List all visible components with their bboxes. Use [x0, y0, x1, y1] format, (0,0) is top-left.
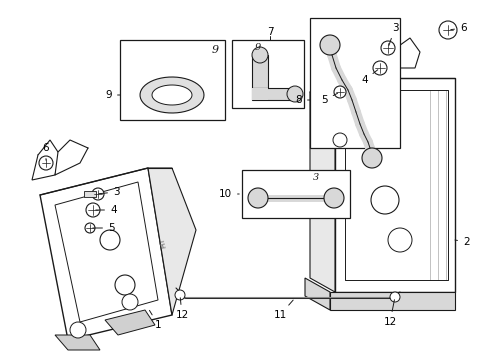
Text: 3: 3	[313, 174, 319, 183]
Circle shape	[70, 322, 86, 338]
Text: 3: 3	[389, 23, 398, 45]
Text: 12: 12	[383, 300, 396, 327]
Bar	[242, 170, 350, 218]
Text: 12: 12	[175, 298, 189, 320]
Polygon shape	[84, 191, 96, 197]
Circle shape	[92, 188, 104, 200]
Circle shape	[337, 92, 353, 108]
Circle shape	[334, 86, 346, 98]
Text: 4: 4	[362, 70, 378, 85]
Circle shape	[39, 156, 53, 170]
Circle shape	[248, 188, 268, 208]
Polygon shape	[32, 140, 60, 180]
Circle shape	[390, 292, 400, 302]
Bar	[120, 40, 225, 120]
Polygon shape	[390, 38, 420, 68]
Text: LH: LH	[156, 240, 164, 250]
Circle shape	[86, 203, 100, 217]
Text: 3: 3	[99, 187, 120, 197]
Text: 6: 6	[451, 23, 466, 33]
Polygon shape	[148, 168, 196, 315]
Text: 7: 7	[267, 27, 273, 37]
Polygon shape	[252, 55, 268, 88]
Circle shape	[320, 35, 340, 55]
Bar	[310, 18, 400, 148]
Text: 9: 9	[212, 45, 219, 55]
Text: 10: 10	[219, 189, 239, 199]
Circle shape	[252, 47, 268, 63]
Circle shape	[362, 148, 382, 168]
Polygon shape	[252, 88, 295, 100]
Polygon shape	[360, 38, 405, 68]
Polygon shape	[310, 78, 335, 292]
Circle shape	[287, 86, 303, 102]
Polygon shape	[335, 78, 455, 292]
Circle shape	[333, 133, 347, 147]
Circle shape	[115, 275, 135, 295]
Polygon shape	[305, 278, 330, 310]
Circle shape	[373, 61, 387, 75]
Polygon shape	[105, 310, 155, 335]
Circle shape	[175, 290, 185, 300]
Text: 11: 11	[273, 300, 293, 320]
Circle shape	[100, 230, 120, 250]
Polygon shape	[55, 335, 100, 350]
Polygon shape	[55, 140, 88, 175]
Polygon shape	[140, 77, 204, 113]
Text: 9: 9	[105, 90, 120, 100]
Polygon shape	[55, 182, 158, 322]
Text: 2: 2	[455, 237, 469, 247]
Text: 9: 9	[255, 44, 261, 53]
Polygon shape	[330, 292, 455, 310]
Text: 5: 5	[321, 93, 338, 105]
Circle shape	[122, 294, 138, 310]
Circle shape	[439, 21, 457, 39]
Text: 4: 4	[96, 205, 117, 215]
Polygon shape	[152, 85, 192, 105]
Polygon shape	[40, 168, 172, 340]
Circle shape	[371, 186, 399, 214]
Circle shape	[324, 188, 344, 208]
Circle shape	[388, 228, 412, 252]
Circle shape	[346, 116, 374, 144]
Text: 5: 5	[93, 223, 115, 233]
Bar	[232, 40, 304, 108]
Circle shape	[85, 223, 95, 233]
Circle shape	[381, 41, 395, 55]
Text: 6: 6	[43, 143, 49, 160]
Polygon shape	[374, 44, 386, 52]
Text: 1: 1	[149, 310, 162, 330]
Text: 8: 8	[295, 95, 310, 105]
Polygon shape	[252, 88, 268, 100]
